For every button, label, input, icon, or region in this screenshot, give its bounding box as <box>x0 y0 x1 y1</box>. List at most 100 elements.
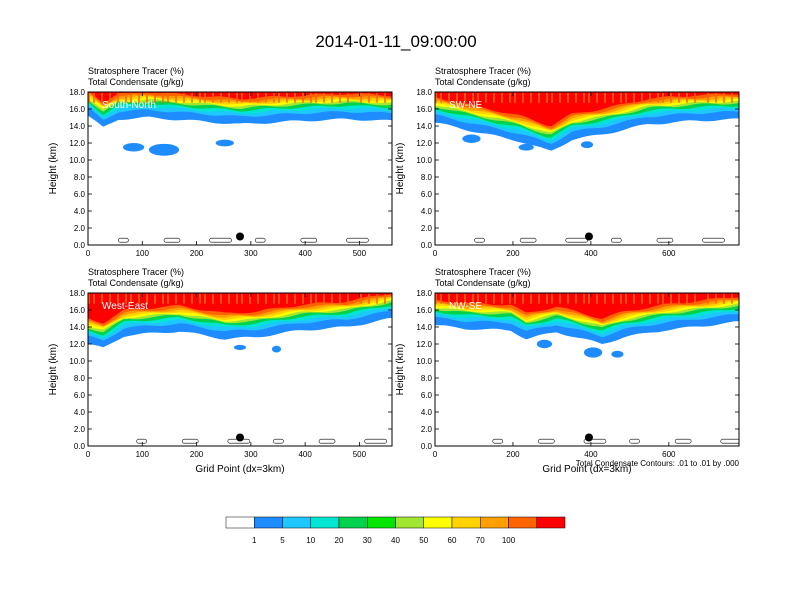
y-tick-label: 4.0 <box>74 408 86 417</box>
y-tick-label: 10.0 <box>416 357 432 366</box>
condensate-blob <box>271 345 282 353</box>
colorbar-swatch <box>480 516 509 529</box>
colorbar-swatch <box>338 516 368 529</box>
x-tick-label: 0 <box>433 450 438 459</box>
colorbar-label: 5 <box>280 536 285 545</box>
x-tick-label: 0 <box>86 450 91 459</box>
colorbar-swatch <box>451 516 481 529</box>
y-tick-label: 12.0 <box>69 139 85 148</box>
y-tick-label: 16.0 <box>416 105 432 114</box>
x-tick-label: 300 <box>244 450 258 459</box>
x-tick-label: 300 <box>244 249 258 258</box>
colorbar-swatch <box>254 516 283 529</box>
condensate-blob <box>122 143 145 152</box>
x-tick-label: 500 <box>353 249 367 258</box>
panel-subtitle-1: Stratosphere Tracer (%) <box>435 66 531 76</box>
condensate-blob <box>462 134 481 143</box>
panel-subtitle-2: Total Condensate (g/kg) <box>88 278 184 288</box>
colorbar-swatch <box>423 516 453 529</box>
x-tick-label: 500 <box>353 450 367 459</box>
colorbar-swatch <box>282 516 311 529</box>
plot-frame <box>434 91 740 246</box>
location-marker <box>236 433 244 442</box>
condensate-blob <box>536 339 553 349</box>
y-tick-label: 6.0 <box>421 190 433 199</box>
x-tick-label: 400 <box>298 249 312 258</box>
y-tick-label: 2.0 <box>74 224 86 233</box>
y-tick-label: 4.0 <box>421 408 433 417</box>
y-tick-label: 4.0 <box>421 207 433 216</box>
location-marker <box>584 433 593 442</box>
panel-2: 0.0 2.0 4.0 6.0 8.0 10.0 12.0 14.0 16.0 18.0 0 200 4… <box>395 66 740 258</box>
colorbar-swatch <box>225 516 255 529</box>
x-tick-label: 400 <box>584 249 598 258</box>
tracer-field <box>435 293 739 446</box>
plot-frame <box>87 292 393 447</box>
colorbar-swatch <box>508 516 537 529</box>
panel-direction-label: West-East <box>102 301 148 312</box>
y-tick-label: 14.0 <box>416 122 432 131</box>
condensate-blob <box>148 143 180 156</box>
y-tick-label: 16.0 <box>69 105 85 114</box>
x-axis-label: Grid Point (dx=3km) <box>542 464 631 475</box>
location-marker <box>236 232 244 241</box>
tracer-field <box>88 92 392 245</box>
tracer-field <box>88 293 392 446</box>
y-tick-label: 18.0 <box>416 88 432 97</box>
panel-4: 0.0 2.0 4.0 6.0 8.0 10.0 12.0 14.0 16.0 18.0 0 200 4… <box>395 267 740 475</box>
y-tick-label: 0.0 <box>421 442 433 451</box>
y-tick-label: 6.0 <box>74 391 86 400</box>
x-axis-label: Grid Point (dx=3km) <box>195 464 284 475</box>
y-tick-label: 0.0 <box>421 241 433 250</box>
y-tick-label: 8.0 <box>74 173 86 182</box>
colorbar-label: 1 <box>252 536 257 545</box>
tracer-field <box>435 92 739 245</box>
y-tick-label: 2.0 <box>421 425 433 434</box>
x-tick-label: 200 <box>190 249 204 258</box>
colorbar-label: 50 <box>419 536 428 545</box>
panel-direction-label: NW-SE <box>449 301 482 312</box>
main-title: 2014-01-11_09:00:00 <box>315 32 477 51</box>
condensate-blob <box>583 347 603 358</box>
panel-3: 0.0 2.0 4.0 6.0 8.0 10.0 12.0 14.0 16.0 18.0 0 100 2… <box>48 267 393 475</box>
y-tick-label: 4.0 <box>74 207 86 216</box>
panel-subtitle-1: Stratosphere Tracer (%) <box>88 267 184 277</box>
y-axis-label: Height (km) <box>395 344 406 396</box>
y-tick-label: 18.0 <box>69 88 85 97</box>
y-tick-label: 0.0 <box>74 241 86 250</box>
colorbar-label: 70 <box>476 536 485 545</box>
y-tick-label: 2.0 <box>74 425 86 434</box>
y-tick-label: 8.0 <box>74 374 86 383</box>
y-tick-label: 16.0 <box>69 306 85 315</box>
x-tick-label: 100 <box>136 249 150 258</box>
x-tick-label: 0 <box>86 249 91 258</box>
x-tick-label: 400 <box>298 450 312 459</box>
colorbar-label: 10 <box>306 536 315 545</box>
panel-subtitle-2: Total Condensate (g/kg) <box>435 278 531 288</box>
x-tick-label: 0 <box>433 249 438 258</box>
x-tick-label: 200 <box>190 450 204 459</box>
colorbar-label: 30 <box>363 536 372 545</box>
tracer-level-11 <box>88 92 392 104</box>
y-axis-label: Height (km) <box>48 143 59 195</box>
y-tick-label: 14.0 <box>69 122 85 131</box>
colorbar-swatch <box>310 516 340 529</box>
condensate-blob <box>215 139 234 147</box>
panel-direction-label: SW-NE <box>449 100 482 111</box>
plot-frame <box>434 292 740 447</box>
colorbar-swatch <box>395 516 424 529</box>
x-tick-label: 200 <box>506 450 520 459</box>
y-tick-label: 10.0 <box>69 357 85 366</box>
y-tick-label: 10.0 <box>69 156 85 165</box>
location-marker <box>584 232 593 241</box>
y-tick-label: 12.0 <box>69 340 85 349</box>
y-axis-label: Height (km) <box>395 143 406 195</box>
colorbar-label: 20 <box>335 536 344 545</box>
y-tick-label: 0.0 <box>74 442 86 451</box>
x-tick-label: 400 <box>584 450 598 459</box>
panel-subtitle-1: Stratosphere Tracer (%) <box>88 66 184 76</box>
y-tick-label: 14.0 <box>69 323 85 332</box>
y-tick-label: 10.0 <box>416 156 432 165</box>
y-axis-label: Height (km) <box>48 344 59 396</box>
